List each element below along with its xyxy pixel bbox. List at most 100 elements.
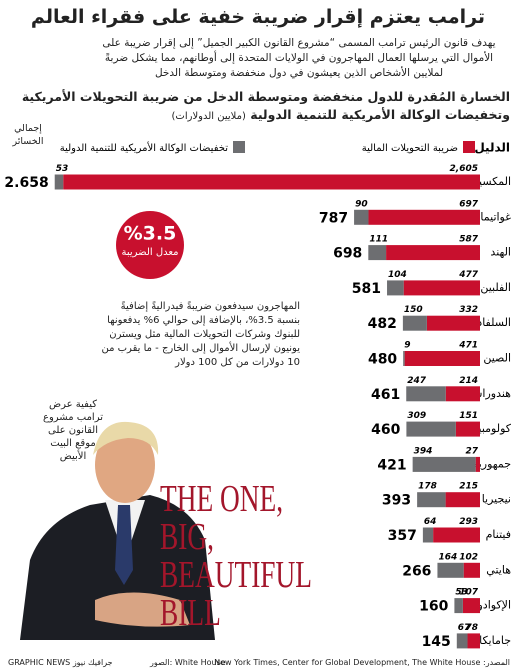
category-label: الصين xyxy=(483,352,511,365)
bar-usaid xyxy=(422,527,434,543)
value-label: 477 xyxy=(458,270,479,280)
total-box xyxy=(311,207,352,228)
bar-usaid xyxy=(454,598,463,614)
total-box xyxy=(411,595,452,616)
value-label: 64 xyxy=(424,517,437,527)
value-label: 394 xyxy=(414,446,433,456)
value-label: 90 xyxy=(355,199,368,209)
bar-remittance xyxy=(426,315,480,331)
value-label: 150 xyxy=(404,305,423,315)
value-label: 215 xyxy=(459,482,478,492)
photo xyxy=(20,421,215,640)
chart-title-text: الخسارة المُقدرة للدول منخفضة ومتوسطة ال… xyxy=(21,89,510,122)
bar-usaid xyxy=(456,633,468,649)
value-label: 214 xyxy=(459,376,478,386)
photo-caption: كيفية عرض ترامب مشروع القانون على موقع ا… xyxy=(42,399,104,462)
total-box xyxy=(360,348,401,369)
value-label: 293 xyxy=(459,517,478,527)
total-box xyxy=(374,489,415,510)
bar-remittance xyxy=(404,351,480,366)
total-box xyxy=(394,560,435,581)
value-label: 27 xyxy=(465,446,478,456)
bar-usaid xyxy=(412,456,476,472)
total-box xyxy=(369,454,410,475)
value-label: 53 xyxy=(56,164,69,174)
value-label: 53 xyxy=(455,588,468,598)
category-label: هايتي xyxy=(486,563,511,576)
source: المصدر: New York Times, Center for Globa… xyxy=(214,658,510,667)
value-label: 471 xyxy=(458,341,478,351)
bar-remittance xyxy=(455,421,480,437)
total-box xyxy=(344,277,385,298)
total-label: 421 xyxy=(377,457,406,473)
note: المهاجرون سيدفعون ضريبةً فيدراليةً إضافي… xyxy=(101,301,301,368)
bar-usaid xyxy=(402,315,427,331)
category-label: نيجيريا xyxy=(482,493,511,506)
category-label: جامايكا xyxy=(479,634,511,647)
bar-usaid xyxy=(403,351,405,366)
totals-header: إجمالي الخسائر xyxy=(12,123,44,147)
total-box xyxy=(413,630,454,651)
value-label: 102 xyxy=(459,552,478,562)
rate-value: %3.5 xyxy=(124,223,177,245)
total-label: 460 xyxy=(371,422,400,438)
value-label: 111 xyxy=(369,235,388,245)
bar-remittance xyxy=(475,456,480,472)
title: ترامب يعتزم إقرار ضريبة خفية على فقراء ا… xyxy=(30,6,486,28)
value-label: 247 xyxy=(407,376,427,386)
total-box xyxy=(379,525,420,545)
legend-swatch xyxy=(463,141,475,153)
category-label: كولومبيا xyxy=(475,422,512,435)
category-label: فيتنام xyxy=(486,528,511,541)
bar-usaid xyxy=(368,245,387,261)
bar-remittance xyxy=(462,598,480,614)
rate-circle xyxy=(116,211,184,279)
chart-title: الخسارة المُقدرة للدول منخفضة ومتوسطة ال… xyxy=(8,88,510,126)
legend-label: ضريبة التحويلات المالية xyxy=(362,143,458,154)
bar-usaid xyxy=(354,209,369,225)
bar-usaid xyxy=(437,562,464,578)
total-label: 393 xyxy=(382,493,411,509)
bar-remittance xyxy=(445,492,480,508)
bar-remittance xyxy=(386,245,480,261)
total-label: 698 xyxy=(333,246,362,262)
value-label: 332 xyxy=(459,305,478,315)
total-box xyxy=(325,242,366,263)
value-label: 107 xyxy=(459,588,479,598)
value-label: 2,605 xyxy=(450,164,478,174)
bar-remittance xyxy=(368,209,480,225)
unit: (ملايين الدولارات) xyxy=(171,111,246,122)
category-label: غواتيمالا xyxy=(474,210,511,223)
category-label: الفلبين xyxy=(480,281,511,294)
bar-usaid xyxy=(54,174,64,190)
value-label: 67 xyxy=(458,623,471,633)
value-label: 104 xyxy=(388,270,407,280)
bar-remittance xyxy=(433,527,480,543)
total-label: 357 xyxy=(388,528,417,544)
total-box xyxy=(363,419,404,440)
value-label: 309 xyxy=(407,411,426,421)
legend-swatch xyxy=(233,141,245,153)
value-label: 178 xyxy=(418,482,437,492)
total-label: 266 xyxy=(402,563,431,579)
value-label: 164 xyxy=(438,552,457,562)
bar-usaid xyxy=(406,421,456,437)
total-label: 145 xyxy=(422,634,451,650)
total-box xyxy=(363,383,404,404)
bar-usaid xyxy=(387,280,404,296)
total-box xyxy=(11,172,52,192)
total-label: 787 xyxy=(319,210,348,226)
value-label: 587 xyxy=(459,235,479,245)
total-label: 160 xyxy=(419,599,448,615)
bar-remittance xyxy=(63,174,480,190)
bar-remittance xyxy=(445,386,480,402)
legend-label: تخفيضات الوكالة الأمريكية للتنمية الدولي… xyxy=(60,141,229,154)
rate-label: معدل الضريبة xyxy=(121,247,179,258)
photos-credit: الصور: White House xyxy=(150,658,226,667)
value-label: 78 xyxy=(465,623,478,633)
value-label: 697 xyxy=(459,199,479,209)
value-label: 151 xyxy=(459,411,478,421)
category-label: المكسيك xyxy=(470,175,511,188)
